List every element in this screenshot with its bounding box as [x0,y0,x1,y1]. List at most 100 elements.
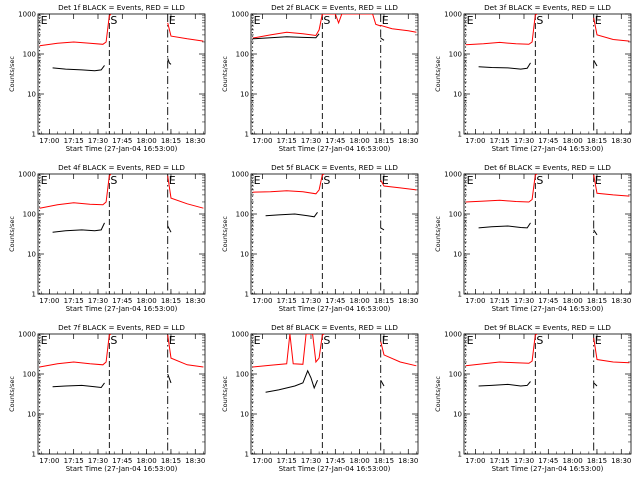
panel-title: Det 1f BLACK = Events, RED = LLD [58,3,185,12]
series-events-line [380,227,385,231]
y-axis-label: Counts/sec [8,56,16,92]
x-tick-label: 17:45 [538,297,558,305]
marker-label-e: E [254,14,261,27]
marker-label-e: E [595,174,602,187]
x-tick-label: 17:00 [465,137,485,145]
panel-det-5: Det 5f BLACK = Events, RED = LLD 1 10 100 10… [221,163,419,313]
x-tick-label: 18:15 [587,297,607,305]
marker-label-s: S [323,334,330,347]
x-tick-label: 18:15 [374,457,394,465]
series-lld-line [380,24,417,33]
y-tick-label: 1000 [444,331,462,339]
x-tick-label: 18:00 [350,297,370,305]
series-lld-line [39,14,112,47]
marker-label-e: E [41,14,48,27]
x-axis-label: Start Time (27-Jan-04 16:53:00) [279,145,391,153]
series-events-line [380,37,385,41]
x-tick-label: 17:45 [538,137,558,145]
x-tick-label: 18:15 [161,457,181,465]
x-tick-label: 18:00 [563,297,583,305]
y-tick-label: 10 [240,411,249,419]
y-axis-label: Counts/sec [221,216,229,252]
x-tick-label: 18:15 [374,137,394,145]
series-events-line [478,62,531,70]
series-events-line [265,369,318,393]
x-tick-label: 17:00 [252,297,272,305]
marker-label-e: E [254,174,261,187]
y-tick-label: 100 [23,211,36,219]
marker-label-e: E [467,174,474,187]
panel-det-8: Det 8f BLACK = Events, RED = LLD 1 10 100 10… [221,323,419,473]
series-lld-line [593,174,630,197]
marker-label-e: E [169,334,176,347]
plot-frame [250,173,419,295]
x-tick-label: 17:30 [301,457,321,465]
y-tick-label: 10 [453,411,462,419]
y-tick-label: 1000 [18,331,36,339]
x-tick-label: 17:30 [88,297,108,305]
series-events-line [593,59,598,67]
panel-det-7: Det 7f BLACK = Events, RED = LLD 1 10 100 10… [8,323,206,473]
x-tick-label: 17:45 [112,137,132,145]
x-tick-label: 17:15 [64,297,84,305]
x-tick-label: 18:15 [161,137,181,145]
x-tick-label: 18:00 [350,137,370,145]
y-tick-label: 1 [32,291,36,299]
x-tick-label: 17:15 [64,137,84,145]
panel-title: Det 6f BLACK = Events, RED = LLD [484,163,611,172]
y-tick-label: 10 [453,91,462,99]
series-lld-line [380,179,417,191]
x-tick-label: 17:30 [514,457,534,465]
x-tick-label: 17:00 [39,137,59,145]
x-axis-label: Start Time (27-Jan-04 16:53:00) [279,305,391,313]
series-lld-line [252,334,325,368]
series-events-line [252,33,320,40]
plot-frame [250,13,419,135]
x-tick-label: 17:30 [301,137,321,145]
panel-title: Det 8f BLACK = Events, RED = LLD [271,323,398,332]
x-tick-label: 17:45 [325,457,345,465]
y-tick-label: 1000 [444,11,462,19]
y-tick-label: 100 [449,371,462,379]
x-tick-label: 18:15 [587,137,607,145]
series-lld-line [167,175,204,209]
series-events-line [380,379,385,387]
x-tick-label: 17:00 [465,457,485,465]
x-tick-label: 18:00 [137,137,157,145]
x-tick-label: 18:15 [161,297,181,305]
plot-frame [37,333,206,455]
x-tick-label: 18:00 [563,137,583,145]
panel-det-6: Det 6f BLACK = Events, RED = LLD 1 10 100 10… [434,163,632,313]
x-tick-label: 17:30 [88,137,108,145]
x-tick-label: 18:30 [398,297,418,305]
x-tick-label: 18:30 [185,457,205,465]
y-tick-label: 10 [240,251,249,259]
x-tick-label: 18:00 [137,297,157,305]
x-tick-label: 18:30 [611,137,631,145]
x-tick-label: 17:30 [514,137,534,145]
series-lld-line [593,337,630,364]
series-lld-line [39,174,112,209]
series-events-line [265,212,318,218]
x-tick-label: 17:15 [490,137,510,145]
x-tick-label: 17:45 [538,457,558,465]
series-lld-line [252,174,325,195]
y-axis-label: Counts/sec [8,216,16,252]
x-axis-label: Start Time (27-Jan-04 16:53:00) [492,305,604,313]
marker-label-s: S [536,14,543,27]
y-tick-label: 1 [458,451,462,459]
x-tick-label: 17:45 [325,297,345,305]
panel-det-4: Det 4f BLACK = Events, RED = LLD 1 10 100 10… [8,163,206,313]
y-tick-label: 1000 [231,171,249,179]
series-events-line [593,382,598,387]
x-tick-label: 17:45 [112,457,132,465]
series-lld-line [593,17,630,42]
marker-label-s: S [323,174,330,187]
panel-title: Det 3f BLACK = Events, RED = LLD [484,3,611,12]
x-tick-label: 17:00 [252,137,272,145]
marker-label-e: E [595,14,602,27]
marker-label-e: E [41,174,48,187]
y-tick-label: 10 [27,91,36,99]
y-tick-label: 1000 [231,331,249,339]
